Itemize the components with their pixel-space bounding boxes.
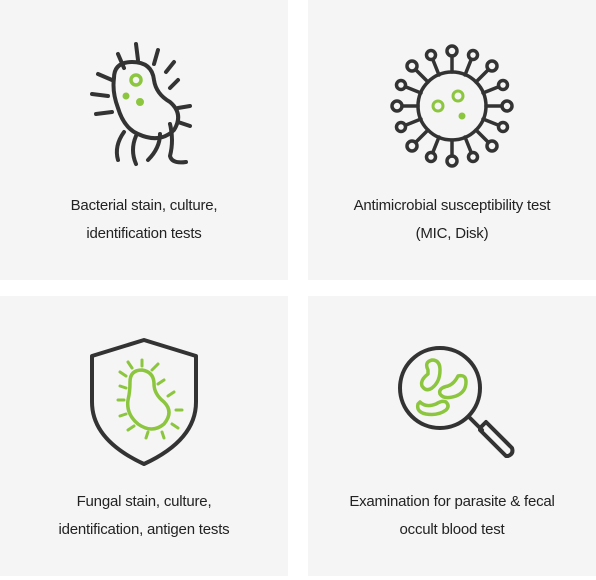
card-label-line-1: Antimicrobial susceptibility test <box>353 197 551 214</box>
card-label: Bacterial stain, culture, identification… <box>0 192 288 248</box>
card-parasite-tests: Examination for parasite & fecal occult … <box>308 296 596 576</box>
card-fungal-tests: Fungal stain, culture, identification, a… <box>0 296 288 576</box>
card-label-line-1: Bacterial stain, culture, <box>70 197 218 214</box>
card-label-line-2: identification tests <box>86 225 202 242</box>
shield-fungus-icon <box>74 332 214 472</box>
card-bacterial-tests: Bacterial stain, culture, identification… <box>0 0 288 280</box>
card-label-line-1: Fungal stain, culture, <box>76 493 212 510</box>
card-antimicrobial-tests: Antimicrobial susceptibility test (MIC, … <box>308 0 596 280</box>
card-label-line-2: occult blood test <box>399 521 505 538</box>
card-label-line-2: (MIC, Disk) <box>415 225 489 242</box>
card-label: Antimicrobial susceptibility test (MIC, … <box>308 192 596 248</box>
magnifier-parasite-icon <box>382 332 522 472</box>
virus-icon <box>382 36 522 176</box>
card-label: Fungal stain, culture, identification, a… <box>0 488 288 544</box>
card-label-line-1: Examination for parasite & fecal <box>349 493 555 510</box>
bacterium-icon <box>74 36 214 176</box>
card-label-line-2: identification, antigen tests <box>58 521 230 538</box>
card-label: Examination for parasite & fecal occult … <box>308 488 596 544</box>
